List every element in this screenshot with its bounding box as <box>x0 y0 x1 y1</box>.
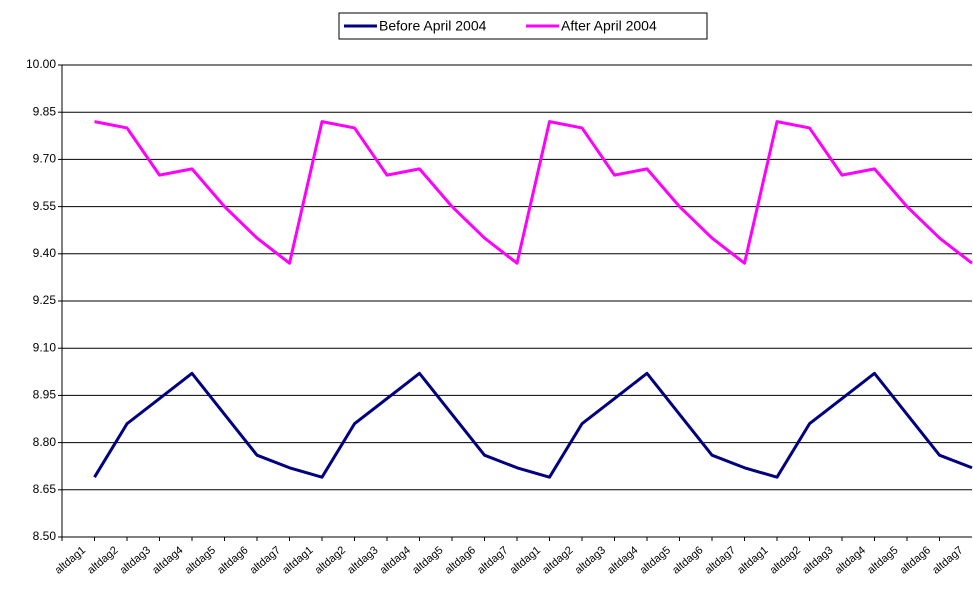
x-tick-label: altdag7 <box>475 544 510 576</box>
x-tick-label: altdag6 <box>215 544 250 576</box>
x-tick-label: altdag7 <box>703 544 738 576</box>
x-tick-label: altdag3 <box>118 544 153 576</box>
x-tick-label: altdag1 <box>508 544 543 576</box>
y-tick-label: 8.65 <box>33 482 57 496</box>
legend-label: After April 2004 <box>561 18 657 34</box>
x-tick-label: altdag4 <box>833 544 868 576</box>
y-tick-label: 9.25 <box>33 293 57 307</box>
x-tick-label: altdag6 <box>898 544 933 576</box>
x-tick-label: altdag3 <box>800 544 835 576</box>
y-tick-label: 9.70 <box>33 152 57 166</box>
y-tick-label: 9.55 <box>33 199 57 213</box>
x-tick-label: altdag2 <box>540 544 575 576</box>
x-tick-label: altdag2 <box>768 544 803 576</box>
y-tick-label: 10.00 <box>26 57 56 71</box>
line-series <box>94 120 973 265</box>
x-tick-label: altdag1 <box>280 544 315 576</box>
line-series <box>93 371 973 479</box>
x-tick-label: altdag5 <box>410 544 445 576</box>
legend-label: Before April 2004 <box>379 18 487 34</box>
x-tick-label: altdag6 <box>670 544 705 576</box>
x-tick-label: altdag5 <box>865 544 900 576</box>
y-tick-label: 8.80 <box>33 435 57 449</box>
x-tick-label: altdag4 <box>605 544 640 576</box>
y-tick-label: 8.50 <box>33 529 57 543</box>
x-tick-label: altdag4 <box>150 544 185 576</box>
y-tick-label: 9.40 <box>33 246 57 260</box>
x-tick-label: altdag1 <box>735 544 770 576</box>
x-tick-label: altdag3 <box>573 544 608 576</box>
legend-box <box>338 12 708 40</box>
x-tick-label: altdag4 <box>378 544 413 576</box>
x-tick-label: altdag2 <box>313 544 348 576</box>
x-tick-label: altdag1 <box>53 544 88 576</box>
x-tick-label: altdag3 <box>345 544 380 576</box>
y-tick-label: 8.95 <box>33 388 57 402</box>
y-tick-label: 9.10 <box>33 340 57 354</box>
x-tick-label: altdag7 <box>248 544 283 576</box>
x-tick-label: altdag5 <box>183 544 218 576</box>
x-tick-label: altdag5 <box>638 544 673 576</box>
x-tick-label: altdag7 <box>930 544 965 576</box>
x-tick-label: altdag2 <box>85 544 120 576</box>
x-tick-label: altdag6 <box>443 544 478 576</box>
y-tick-label: 9.85 <box>33 104 57 118</box>
